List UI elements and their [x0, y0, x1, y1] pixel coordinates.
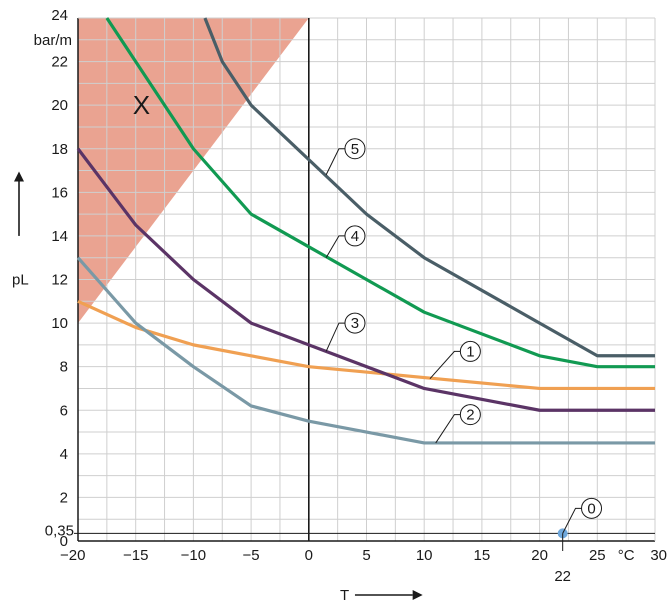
callout-label-2: 2 — [466, 407, 474, 424]
callout-leader-4 — [325, 235, 345, 258]
region-x-label: X — [133, 90, 150, 120]
callout-circle-3 — [344, 312, 366, 334]
y-tick-label: 0 — [60, 533, 68, 550]
y-tick-label: 4 — [60, 446, 68, 463]
callout-leader-1 — [429, 350, 461, 379]
callout-label-4: 4 — [351, 228, 359, 245]
callout-leader-0 — [562, 507, 582, 534]
y-tick-label: 18 — [51, 141, 68, 158]
y-marker-tick-label: 0,35 — [45, 522, 74, 539]
series-line-2 — [76, 256, 655, 445]
series-line-5 — [203, 17, 655, 358]
x-axis-title: T — [340, 587, 349, 604]
callout-circle-0 — [581, 497, 603, 519]
y-tick-label: 6 — [60, 402, 68, 419]
y-unit-label: bar/m — [34, 32, 72, 49]
x-tick-label: 30 — [650, 547, 667, 564]
callout-leader-5 — [325, 148, 345, 176]
y-tick-label: 10 — [51, 315, 68, 332]
y-tick-label: 12 — [51, 272, 68, 289]
x-tick-label: 20 — [531, 547, 548, 564]
callout-circle-1 — [459, 340, 481, 362]
series-line-3 — [76, 147, 655, 412]
callout-label-5: 5 — [351, 141, 359, 158]
x-tick-label: −15 — [123, 547, 148, 564]
callout-leader-3 — [325, 322, 345, 352]
y-axis-title: pL — [12, 272, 29, 289]
x-tick-label: 0 — [305, 547, 313, 564]
y-tick-label: 20 — [51, 97, 68, 114]
callout-leader-2 — [435, 414, 461, 444]
x-tick-label: −5 — [243, 547, 260, 564]
x-tick-label: −10 — [181, 547, 206, 564]
x-tick-label: −20 — [60, 547, 85, 564]
callout-circle-4 — [344, 225, 366, 247]
callout-label-0: 0 — [587, 500, 595, 517]
y-tick-label: 2 — [60, 489, 68, 506]
x-axis-arrow-head — [412, 590, 423, 600]
x-tick-label: 15 — [474, 547, 491, 564]
y-axis-arrow-head — [14, 171, 24, 182]
callout-label-3: 3 — [351, 315, 359, 332]
y-tick-label: 14 — [51, 228, 68, 245]
y-tick-label: 24 — [51, 7, 68, 24]
x-tick-label: 25 — [589, 547, 606, 564]
callout-circle-2 — [459, 404, 481, 426]
y-tick-label: 16 — [51, 184, 68, 201]
x-tick-label: 10 — [416, 547, 433, 564]
series-line-4 — [105, 17, 655, 369]
x-tick-label: 5 — [362, 547, 370, 564]
callout-circle-5 — [344, 138, 366, 160]
x-unit-label: °C — [618, 547, 635, 564]
y-tick-label: 8 — [60, 359, 68, 376]
y-tick-label: 22 — [51, 54, 68, 71]
callout-label-1: 1 — [466, 343, 474, 360]
x-marker-tick-label: 22 — [554, 568, 571, 585]
